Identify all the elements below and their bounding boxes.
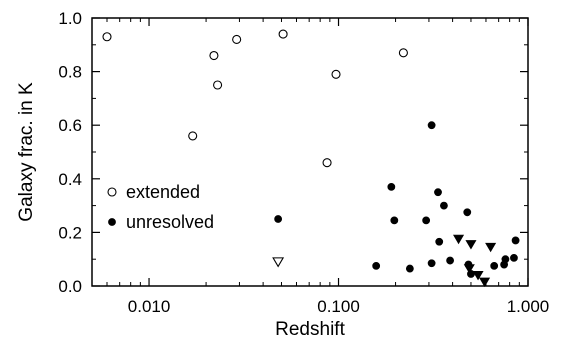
data-point-filled-circle [422, 216, 431, 225]
y-axis-label: Galaxy frac. in K [16, 82, 37, 222]
data-point-filled-triangle-down [479, 277, 491, 288]
data-point-open-triangle-down [272, 257, 285, 268]
data-point-filled-circle [427, 121, 436, 130]
y-tick-label: 0.2 [58, 223, 82, 242]
data-point-open-circle [322, 158, 332, 168]
data-point-filled-circle [490, 261, 499, 270]
data-point-filled-circle [434, 188, 442, 197]
y-tick-label: 0.0 [58, 277, 82, 296]
data-point-filled-circle [405, 264, 414, 273]
data-point-filled-circle [372, 261, 381, 270]
data-point-filled-circle [510, 253, 518, 262]
data-point-filled-circle [440, 201, 448, 210]
data-point-filled-circle [446, 256, 454, 265]
data-point-open-circle [213, 80, 223, 90]
axis-ticks [91, 17, 529, 287]
y-tick-label: 1.0 [58, 9, 82, 28]
data-point-filled-circle [274, 215, 283, 223]
data-point-filled-circle [435, 237, 444, 246]
data-point-filled-triangle-down [463, 264, 475, 274]
data-point-filled-circle [463, 208, 472, 217]
data-point-filled-triangle-down [453, 234, 465, 245]
data-point-open-circle [209, 50, 219, 61]
x-tick-label: 0.010 [128, 297, 171, 316]
data-point-filled-circle [387, 182, 396, 191]
data-point-open-circle [188, 131, 198, 141]
data-point-open-circle [232, 34, 242, 44]
plot-frame [91, 17, 529, 287]
data-point-filled-circle [390, 216, 399, 225]
data-point-open-circle [398, 48, 408, 58]
data-point-filled-circle [501, 255, 510, 264]
x-tick-label: 0.100 [317, 297, 360, 316]
data-point-open-circle [278, 29, 288, 39]
y-tick-label: 0.8 [58, 63, 82, 82]
legend-marker-filled-circle [108, 218, 116, 226]
data-point-filled-circle [511, 236, 520, 245]
x-tick-label: 1.000 [507, 297, 550, 316]
y-tick-label: 0.6 [58, 116, 82, 135]
legend: extended unresolved [107, 182, 214, 232]
data-points [102, 29, 520, 288]
axis-tick-labels: 0.010 0.100 1.000 0.0 0.2 0.4 0.6 0.8 1.0 [58, 9, 549, 316]
legend-marker-open-circle [107, 187, 117, 197]
legend-label: unresolved [126, 212, 214, 232]
data-point-filled-triangle-down [472, 270, 484, 281]
x-axis-label: Redshift [275, 319, 345, 340]
data-point-open-circle [331, 69, 341, 79]
data-point-filled-triangle-down [485, 242, 497, 253]
data-point-filled-circle [427, 259, 436, 268]
data-point-filled-triangle-down [465, 240, 477, 250]
data-point-open-circle [102, 32, 112, 42]
legend-label: extended [126, 182, 200, 202]
y-tick-label: 0.4 [58, 170, 82, 189]
